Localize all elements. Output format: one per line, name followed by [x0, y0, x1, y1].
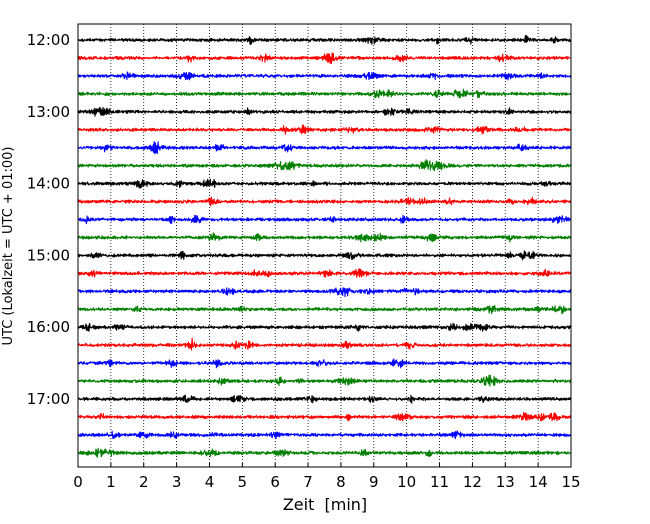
x-tick-label: 12 — [463, 473, 482, 491]
trace-line — [77, 124, 572, 135]
trace-line — [77, 358, 572, 369]
trace-line — [77, 178, 572, 189]
trace-line — [77, 250, 572, 261]
trace-line — [77, 447, 572, 458]
x-tick-label: 0 — [73, 473, 83, 491]
trace-line — [77, 304, 572, 315]
y-axis-label: UTC (Lokalzeit = UTC + 01:00) — [1, 147, 16, 346]
x-grid — [110, 24, 539, 467]
x-tick-label: 10 — [397, 473, 416, 491]
trace-line — [77, 374, 572, 387]
trace-line — [77, 106, 572, 117]
y-tick-label: 17:00 — [27, 390, 70, 408]
x-tick-label: 15 — [561, 473, 580, 491]
trace-line — [77, 196, 572, 207]
x-tick-label: 9 — [369, 473, 379, 491]
plot-frame — [77, 23, 572, 468]
x-tick-label: 7 — [303, 473, 313, 491]
x-tick-label: 14 — [529, 473, 548, 491]
x-axis: 0 1 2 3 4 5 6 7 8 9 10 11 12 13 14 15 — [73, 463, 581, 491]
x-tick-label: 2 — [139, 473, 149, 491]
trace-line — [77, 394, 572, 404]
x-tick-label: 3 — [172, 473, 182, 491]
y-tick-label: 13:00 — [27, 103, 70, 121]
trace-line — [77, 287, 572, 298]
trace-line — [77, 411, 572, 422]
y-tick-label: 14:00 — [27, 175, 70, 193]
trace-layer — [77, 34, 572, 458]
y-tick-label: 12:00 — [27, 31, 70, 49]
trace-line — [77, 141, 572, 155]
trace-line — [77, 52, 572, 65]
trace-line — [77, 337, 572, 351]
trace-line — [77, 159, 572, 172]
trace-line — [77, 430, 572, 440]
trace-line — [77, 232, 572, 243]
trace-line — [77, 322, 572, 332]
y-tick-label: 15:00 — [27, 246, 70, 264]
y-tick-label: 16:00 — [27, 318, 70, 336]
x-tick-label: 5 — [238, 473, 248, 491]
trace-line — [77, 71, 572, 81]
x-axis-label: Zeit [min] — [283, 495, 367, 514]
x-tick-label: 1 — [106, 473, 116, 491]
trace-line — [77, 34, 572, 46]
x-tick-label: 6 — [270, 473, 280, 491]
trace-line — [77, 214, 572, 225]
x-tick-label: 11 — [430, 473, 449, 491]
y-axis: 12:00 13:00 14:00 15:00 16:00 17:00 — [27, 31, 82, 408]
x-tick-label: 13 — [496, 473, 515, 491]
trace-line — [77, 88, 572, 99]
x-tick-label: 4 — [205, 473, 215, 491]
trace-line — [77, 268, 572, 278]
x-tick-label: 8 — [336, 473, 346, 491]
